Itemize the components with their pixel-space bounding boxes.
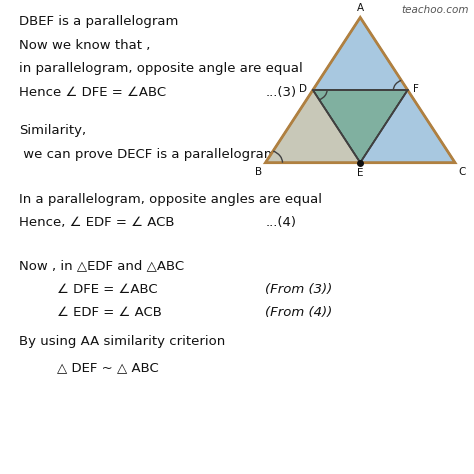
Polygon shape (313, 90, 408, 163)
Text: Now , in △EDF and △ABC: Now , in △EDF and △ABC (19, 259, 184, 272)
Text: ...(4): ...(4) (265, 216, 296, 229)
Text: In a parallelogram, opposite angles are equal: In a parallelogram, opposite angles are … (19, 192, 322, 206)
Polygon shape (265, 90, 360, 163)
Text: teachoo.com: teachoo.com (402, 5, 469, 15)
Text: Hence, ∠ EDF = ∠ ACB: Hence, ∠ EDF = ∠ ACB (19, 216, 174, 229)
Text: Now we know that ,: Now we know that , (19, 38, 150, 52)
Polygon shape (360, 90, 455, 163)
Text: we can prove DECF is a parallelogram: we can prove DECF is a parallelogram (19, 147, 277, 161)
Text: DBEF is a parallelogram: DBEF is a parallelogram (19, 15, 178, 28)
Text: ∠ EDF = ∠ ACB: ∠ EDF = ∠ ACB (57, 306, 162, 319)
Text: in parallelogram, opposite angle are equal: in parallelogram, opposite angle are equ… (19, 62, 303, 75)
Text: (From (3)): (From (3)) (265, 283, 333, 296)
Polygon shape (313, 18, 408, 90)
Text: △ DEF ~ △ ABC: △ DEF ~ △ ABC (57, 361, 159, 374)
Text: C: C (458, 167, 466, 177)
Text: B: B (255, 167, 262, 177)
Text: ...(3): ...(3) (265, 86, 297, 99)
Text: ∠ DFE = ∠ABC: ∠ DFE = ∠ABC (57, 283, 157, 296)
Text: Similarity,: Similarity, (19, 124, 86, 137)
Text: (From (4)): (From (4)) (265, 306, 333, 319)
Text: Hence ∠ DFE = ∠ABC: Hence ∠ DFE = ∠ABC (19, 86, 166, 99)
Text: A: A (356, 3, 364, 13)
Text: F: F (413, 84, 419, 94)
Text: By using AA similarity criterion: By using AA similarity criterion (19, 335, 225, 348)
Text: E: E (357, 168, 364, 178)
Text: D: D (299, 84, 307, 94)
